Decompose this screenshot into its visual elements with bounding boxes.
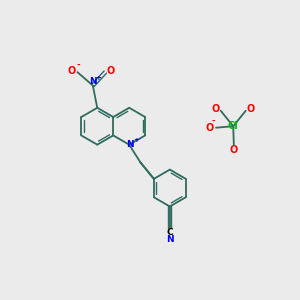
Text: O: O bbox=[211, 104, 220, 114]
Text: O: O bbox=[206, 123, 214, 133]
Text: N: N bbox=[166, 235, 174, 244]
Text: +: + bbox=[133, 137, 139, 143]
Text: C: C bbox=[167, 228, 173, 237]
Text: O: O bbox=[106, 66, 115, 76]
Text: Cl: Cl bbox=[228, 121, 238, 131]
Text: +: + bbox=[95, 75, 101, 81]
Text: -: - bbox=[76, 61, 80, 70]
Text: -: - bbox=[212, 117, 215, 126]
Text: N: N bbox=[89, 77, 97, 86]
Text: N: N bbox=[126, 140, 134, 149]
Text: O: O bbox=[247, 104, 255, 114]
Text: O: O bbox=[68, 66, 76, 76]
Text: O: O bbox=[230, 145, 238, 155]
